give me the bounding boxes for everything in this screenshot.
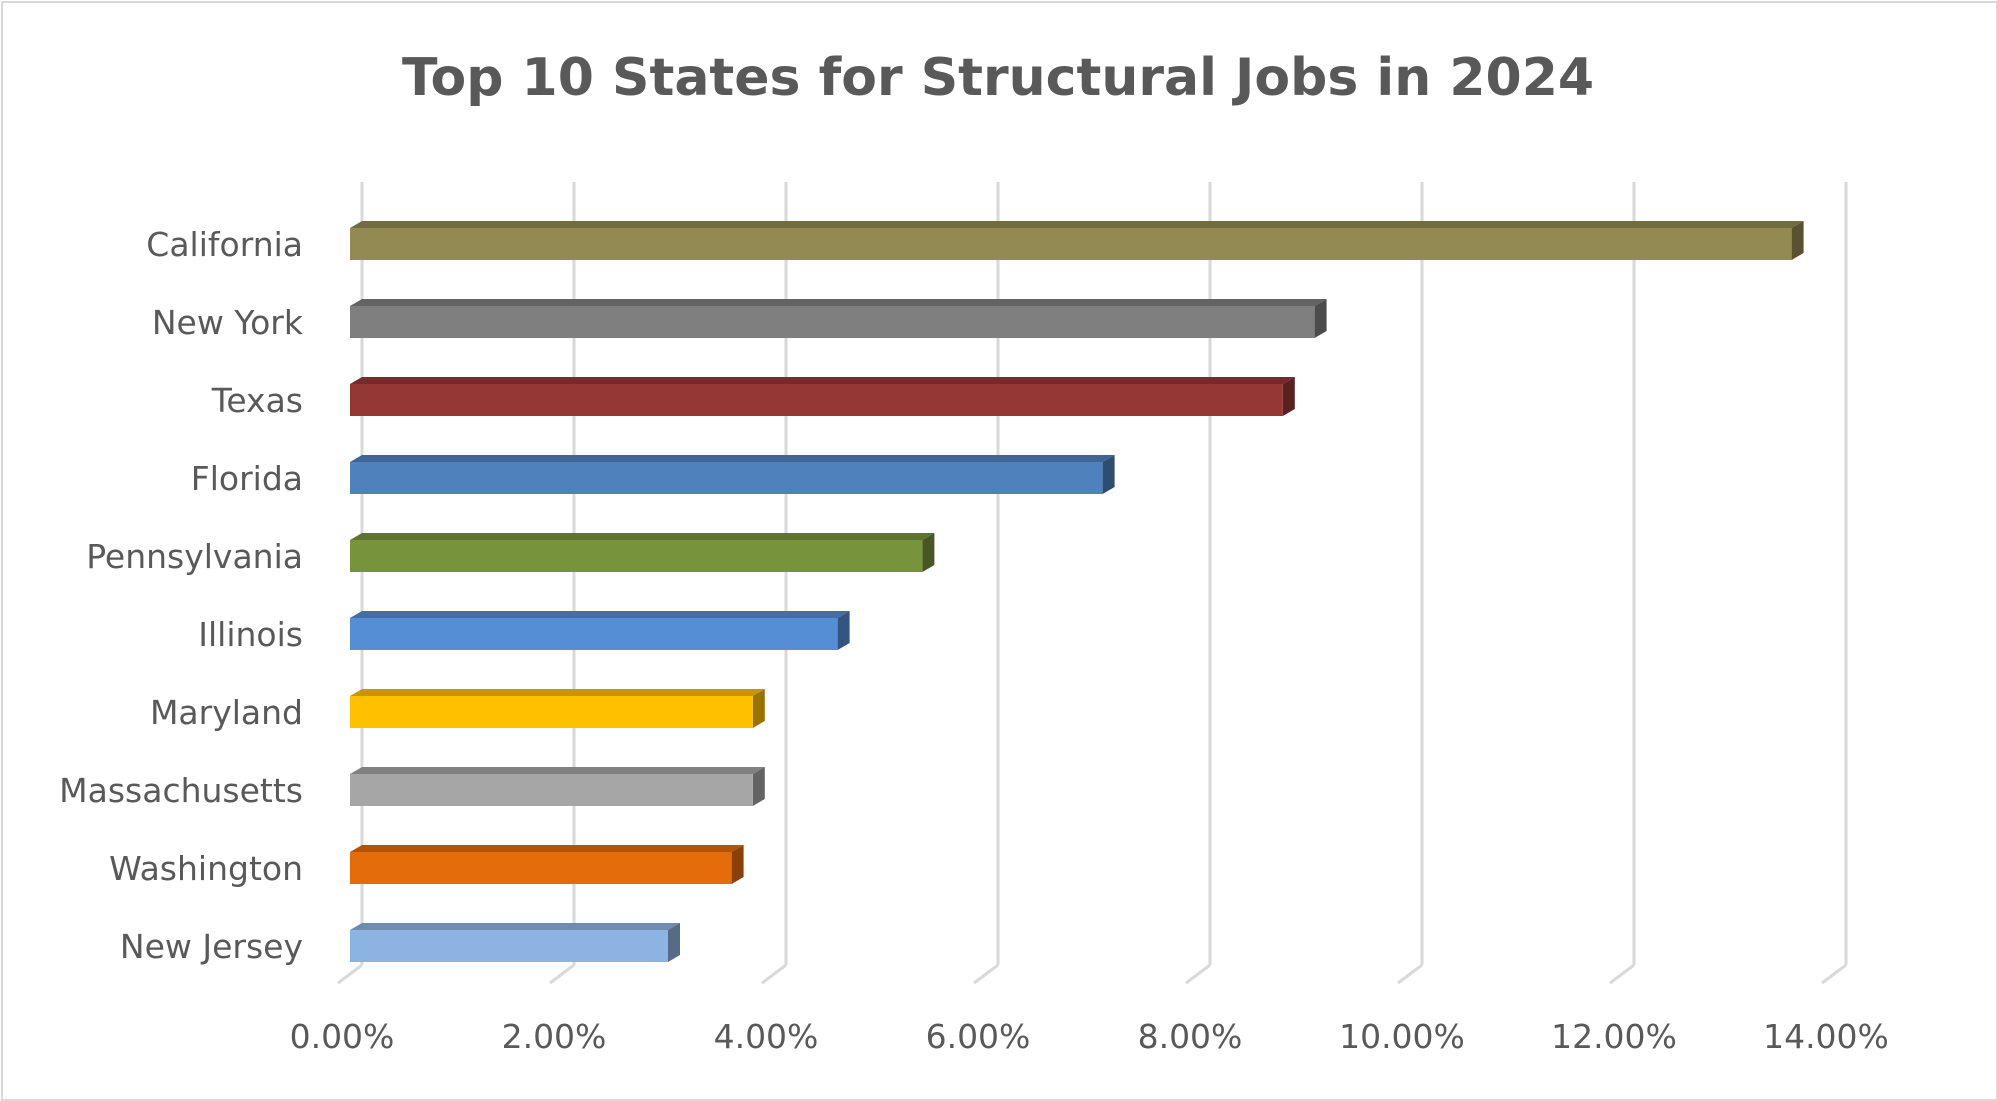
- gridline-floor: [1609, 963, 1635, 985]
- bar-side-face: [731, 845, 744, 884]
- bar-front-face: [350, 852, 732, 884]
- bar-side-face: [752, 689, 765, 728]
- bar: [350, 377, 1295, 416]
- gridline-floor: [761, 963, 787, 985]
- bar: [350, 455, 1115, 494]
- bar: [350, 299, 1327, 338]
- gridline-floor: [337, 963, 363, 985]
- chart-title: Top 10 States for Structural Jobs in 202…: [402, 48, 1594, 108]
- bar-side-face: [1102, 455, 1115, 494]
- bar-front-face: [350, 930, 668, 962]
- bar-side-face: [922, 533, 935, 572]
- bar-top-face: [350, 533, 935, 540]
- category-label: Maryland: [150, 693, 303, 732]
- bar: [350, 845, 744, 884]
- bar: [350, 221, 1804, 260]
- bar-side-face: [1791, 221, 1804, 260]
- bar-front-face: [350, 462, 1103, 494]
- value-axis: 0.00% 2.00% 4.00% 6.00% 8.00% 10.00% 12.00% 14.…: [290, 1017, 1889, 1056]
- category-label: New Jersey: [120, 927, 303, 966]
- bar-side-face: [1314, 299, 1327, 338]
- bar-top-face: [350, 611, 850, 618]
- bar: [350, 533, 935, 572]
- bar-top-face: [350, 221, 1804, 228]
- bar-front-face: [350, 540, 923, 572]
- category-label: Washington: [109, 849, 303, 888]
- bar: [350, 689, 765, 728]
- bar: [350, 767, 765, 806]
- bar-front-face: [350, 618, 838, 650]
- tick-label: 8.00%: [1138, 1017, 1243, 1056]
- category-label: Massachusetts: [59, 771, 303, 810]
- tick-label: 0.00%: [290, 1017, 395, 1056]
- tick-label: 2.00%: [502, 1017, 607, 1056]
- bar-side-face: [668, 923, 680, 962]
- bar-top-face: [350, 455, 1115, 462]
- tick-label: 14.00%: [1763, 1017, 1889, 1056]
- gridline-floor: [549, 963, 575, 985]
- bar-side-face: [1282, 377, 1295, 416]
- bar-top-face: [350, 923, 680, 930]
- tick-label: 12.00%: [1551, 1017, 1677, 1056]
- category-label: Texas: [211, 381, 303, 420]
- tick-label: 4.00%: [714, 1017, 819, 1056]
- tick-label: 10.00%: [1339, 1017, 1465, 1056]
- bar-side-face: [752, 767, 765, 806]
- bar-front-face: [350, 696, 753, 728]
- bar-front-face: [350, 774, 753, 806]
- bar-front-face: [350, 306, 1315, 338]
- bar-top-face: [350, 689, 765, 696]
- category-axis: California New York Texas Florida Pennsylvan…: [59, 225, 304, 966]
- gridline-floor: [1185, 963, 1211, 985]
- gridline-floor: [973, 963, 999, 985]
- bar-top-face: [350, 767, 765, 774]
- bar-top-face: [350, 299, 1327, 306]
- bars: [350, 221, 1804, 962]
- category-label: Florida: [191, 459, 303, 498]
- bar-top-face: [350, 845, 744, 852]
- category-label: New York: [152, 303, 304, 342]
- bar-front-face: [350, 384, 1283, 416]
- bar-top-face: [350, 377, 1295, 384]
- gridline-floor: [1397, 963, 1423, 985]
- category-label: California: [146, 225, 303, 264]
- tick-label: 6.00%: [926, 1017, 1031, 1056]
- bar-side-face: [837, 611, 850, 650]
- bar-front-face: [350, 228, 1792, 260]
- bar: [350, 923, 680, 962]
- category-label: Illinois: [198, 615, 303, 654]
- bar: [350, 611, 850, 650]
- category-label: Pennsylvania: [86, 537, 303, 576]
- gridline-floor: [1821, 963, 1847, 985]
